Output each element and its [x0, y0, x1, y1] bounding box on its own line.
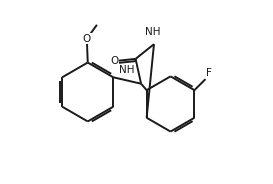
Text: NH: NH [119, 65, 135, 75]
Text: F: F [206, 68, 212, 78]
Text: O: O [83, 34, 91, 44]
Text: NH: NH [145, 27, 161, 37]
Text: O: O [110, 56, 118, 66]
